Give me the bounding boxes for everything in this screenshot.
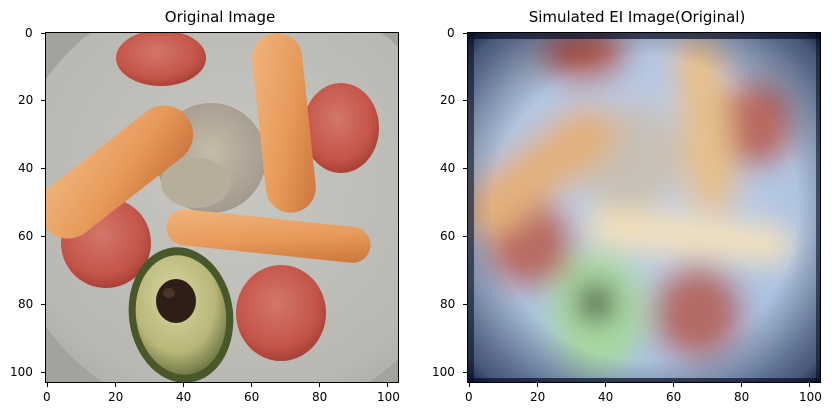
panel-title: Simulated EI Image(Original) <box>528 8 746 26</box>
x-tick-label: 40 <box>598 390 614 404</box>
x-tick-label: 80 <box>734 390 750 404</box>
y-tick-label: 0 <box>25 26 33 40</box>
original-image <box>45 32 399 383</box>
y-tick-label: 60 <box>440 229 456 243</box>
y-tick-label: 0 <box>447 26 455 40</box>
y-tick-label: 80 <box>18 297 34 311</box>
x-tick-label: 0 <box>43 390 51 404</box>
y-tick-label: 20 <box>18 93 34 107</box>
simulated-ei-image <box>467 32 821 383</box>
y-tick-label: 60 <box>18 229 34 243</box>
x-tick-label: 80 <box>312 390 328 404</box>
y-tick-label: 100 <box>10 365 33 379</box>
x-tick-label: 20 <box>530 390 546 404</box>
original-image-panel: Original Image <box>10 8 400 404</box>
x-tick-label: 20 <box>108 390 124 404</box>
x-tick-label: 60 <box>666 390 682 404</box>
x-tick-label: 100 <box>377 390 400 404</box>
y-tick-label: 20 <box>440 93 456 107</box>
simulated-ei-image-panel: Simulated EI Image(Original) <box>416 0 832 418</box>
panel-title: Original Image <box>164 8 276 26</box>
y-tick-label: 100 <box>432 365 455 379</box>
y-tick-label: 40 <box>18 161 34 175</box>
x-tick-label: 40 <box>176 390 192 404</box>
y-tick-label: 40 <box>440 161 456 175</box>
x-tick-label: 100 <box>799 390 822 404</box>
x-tick-label: 60 <box>244 390 260 404</box>
y-tick-label: 80 <box>440 297 456 311</box>
x-tick-label: 0 <box>465 390 473 404</box>
